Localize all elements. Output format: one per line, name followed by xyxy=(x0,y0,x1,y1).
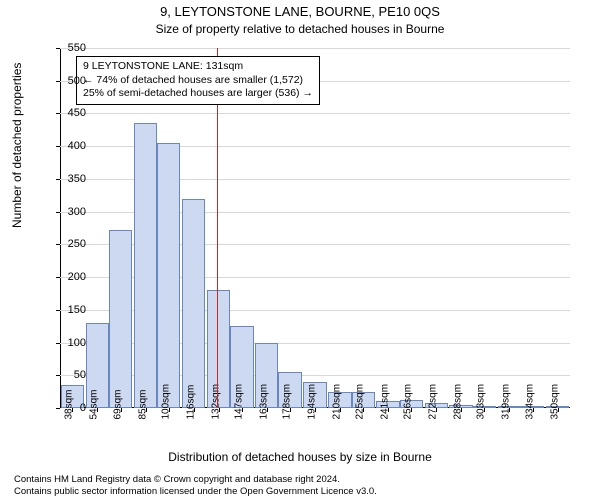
y-tick-label: 450 xyxy=(46,107,86,119)
y-tick-label: 550 xyxy=(46,42,86,54)
y-axis-label: Number of detached properties xyxy=(10,63,24,228)
histogram-bar xyxy=(182,199,205,408)
chart-container: 9, LEYTONSTONE LANE, BOURNE, PE10 0QS Si… xyxy=(0,0,600,500)
y-tick-label: 250 xyxy=(46,238,86,250)
histogram-bar xyxy=(109,230,132,408)
histogram-bar xyxy=(134,123,157,408)
grid-line xyxy=(60,48,570,49)
y-tick-label: 300 xyxy=(46,206,86,218)
chart-subtitle: Size of property relative to detached ho… xyxy=(0,22,600,36)
annotation-line-1: 9 LEYTONSTONE LANE: 131sqm xyxy=(83,60,313,74)
y-axis-line xyxy=(60,48,61,408)
y-tick-label: 100 xyxy=(46,337,86,349)
y-tick-label: 400 xyxy=(46,140,86,152)
footer-attribution: Contains HM Land Registry data © Crown c… xyxy=(14,474,377,498)
grid-line xyxy=(60,113,570,114)
chart-title: 9, LEYTONSTONE LANE, BOURNE, PE10 0QS xyxy=(0,4,600,19)
footer-line-1: Contains HM Land Registry data © Crown c… xyxy=(14,474,377,486)
y-tick-label: 150 xyxy=(46,304,86,316)
x-axis-label: Distribution of detached houses by size … xyxy=(0,450,600,464)
footer-line-2: Contains public sector information licen… xyxy=(14,486,377,498)
annotation-box: 9 LEYTONSTONE LANE: 131sqm← 74% of detac… xyxy=(76,56,320,105)
y-tick-label: 200 xyxy=(46,271,86,283)
y-tick-label: 50 xyxy=(46,369,86,381)
y-tick-label: 500 xyxy=(46,75,86,87)
plot-area: 38sqm54sqm69sqm85sqm100sqm116sqm132sqm14… xyxy=(60,48,570,408)
annotation-line-3: 25% of semi-detached houses are larger (… xyxy=(83,87,313,101)
annotation-line-2: ← 74% of detached houses are smaller (1,… xyxy=(83,74,313,88)
histogram-bar xyxy=(157,143,180,408)
y-tick-label: 0 xyxy=(46,402,86,414)
y-tick-label: 350 xyxy=(46,173,86,185)
